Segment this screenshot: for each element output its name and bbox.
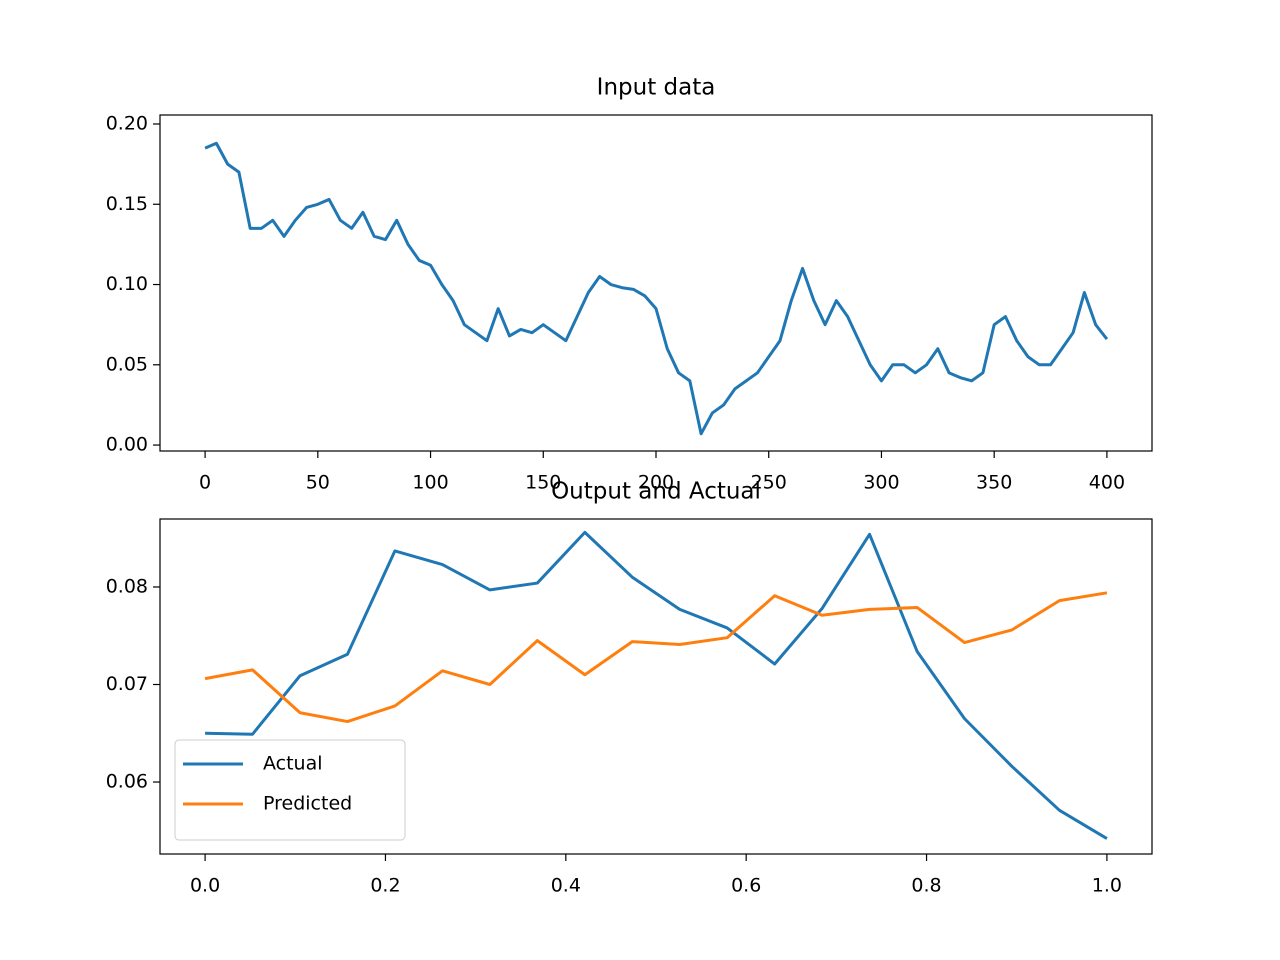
y-tick-label: 0.07 xyxy=(106,673,148,695)
x-tick-label: 100 xyxy=(412,472,448,494)
series-line xyxy=(204,591,1108,724)
series-line xyxy=(205,530,1108,840)
x-tick-label: 0.6 xyxy=(731,875,761,897)
y-tick-label: 0.15 xyxy=(106,193,148,215)
x-tick-label: 50 xyxy=(306,472,330,494)
axes-frame xyxy=(159,114,1153,452)
y-tick-label: 0.08 xyxy=(106,575,148,597)
chart-title: Input data xyxy=(597,75,716,101)
x-tick-label: 200 xyxy=(638,472,674,494)
y-tick-label: 0.05 xyxy=(106,353,148,375)
x-tick-label: 0.4 xyxy=(551,875,581,897)
x-tick-label: 250 xyxy=(751,472,787,494)
legend-label: Actual xyxy=(263,753,323,775)
subplot: Output and Actual 0.0 0.2 0.4 0.6 0.8 1.0 0.06 0… xyxy=(106,479,1153,897)
x-tick-label: 150 xyxy=(525,472,561,494)
chart-title: Output and Actual xyxy=(551,479,761,505)
subplot: Input data 0 50 100 150 200 250 300 350 400 0.00 0.… xyxy=(106,75,1153,494)
x-tick-label: 300 xyxy=(863,472,899,494)
x-tick-label: 0.0 xyxy=(190,875,220,897)
series-line xyxy=(204,141,1109,436)
x-tick-label: 400 xyxy=(1089,472,1125,494)
y-tick-label: 0.06 xyxy=(106,771,148,793)
y-tick-label: 0.00 xyxy=(106,434,148,456)
axes-frame xyxy=(159,518,1153,855)
y-tick-label: 0.20 xyxy=(106,112,148,134)
x-tick-label: 1.0 xyxy=(1092,875,1122,897)
legend-label: Predicted xyxy=(263,793,352,815)
x-tick-label: 0.2 xyxy=(370,875,400,897)
x-tick-label: 0 xyxy=(199,472,211,494)
y-tick-label: 0.10 xyxy=(106,273,148,295)
legend: Actual Predicted xyxy=(174,739,406,841)
x-tick-label: 0.8 xyxy=(911,875,941,897)
x-tick-label: 350 xyxy=(976,472,1012,494)
